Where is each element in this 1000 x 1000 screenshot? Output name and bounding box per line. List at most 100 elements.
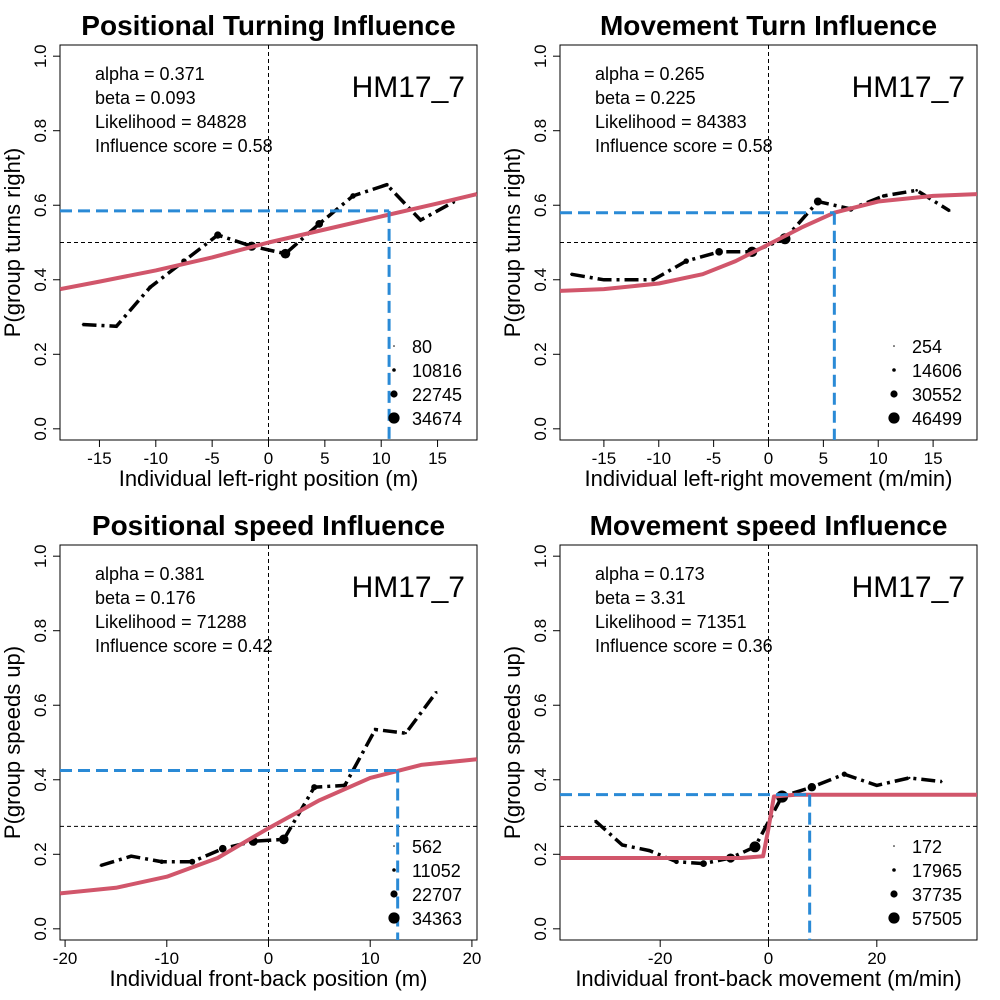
y-axis-label: P(group speeds up) — [0, 646, 25, 839]
size-legend-point — [893, 345, 895, 347]
observed-point — [419, 218, 422, 222]
size-legend-label: 30552 — [912, 385, 962, 405]
size-legend-point — [890, 390, 898, 398]
panel-movement-turn: Movement Turn Influence -15 -10 -5 0 5 10 15 0.0… — [500, 10, 978, 491]
x-tick-label: 0 — [264, 949, 273, 968]
size-legend-point — [388, 912, 400, 924]
y-axis-label: P(group speeds up) — [500, 646, 525, 839]
y-tick-label: 0.4 — [531, 768, 550, 792]
observed-line — [82, 182, 456, 329]
x-tick-label: 10 — [361, 949, 380, 968]
y-tick-label: 0.8 — [31, 619, 50, 643]
fitted-curve — [60, 192, 477, 292]
chart-title: Positional Turning Influence — [81, 10, 455, 41]
y-axis-label: P(group turns right) — [0, 148, 25, 338]
fitted-curve — [560, 192, 977, 293]
size-legend-label: 34674 — [412, 409, 462, 429]
y-tick-label: 0.6 — [31, 693, 50, 717]
y-tick-label: 1.0 — [31, 44, 50, 68]
panel-positional-turning: Positional Turning Influence -15 -10 -5 0 5 10… — [0, 10, 478, 491]
x-axis-label: Individual front-back position (m) — [110, 966, 428, 991]
chart-title: Movement speed Influence — [590, 510, 948, 541]
x-tick-label: 10 — [869, 449, 888, 468]
stat-text: Influence score = 0.58 — [595, 136, 773, 156]
x-tick-label: -20 — [53, 949, 78, 968]
observed-point — [948, 209, 951, 212]
plot-area — [560, 545, 977, 940]
size-legend-label: 22745 — [412, 385, 462, 405]
observed-point — [813, 197, 822, 206]
x-tick-label: 0 — [764, 949, 773, 968]
x-tick-label: 10 — [372, 449, 391, 468]
sample-id: HM17_7 — [852, 71, 965, 104]
y-tick-label: 0.0 — [531, 917, 550, 941]
panel-positional-speed: Positional speed Influence -20 -10 0 10 20 0.0… — [0, 510, 481, 991]
observed-point — [594, 819, 597, 822]
size-legend-point — [393, 345, 395, 347]
observed-point — [81, 323, 84, 326]
plot-area — [560, 45, 977, 440]
x-tick-label: -15 — [87, 449, 112, 468]
y-axis-label: P(group turns right) — [500, 148, 525, 338]
size-legend-label: 57505 — [912, 909, 962, 929]
y-tick-label: 0.4 — [31, 268, 50, 292]
observed-point — [115, 325, 118, 328]
stat-text: Influence score = 0.36 — [595, 636, 773, 656]
plot-area — [60, 545, 477, 940]
stat-text: alpha = 0.381 — [95, 564, 205, 584]
sample-id: HM17_7 — [352, 71, 465, 104]
observed-point — [384, 182, 389, 187]
size-legend-point — [888, 912, 900, 924]
y-tick-label: 1.0 — [531, 44, 550, 68]
size-legend-point — [388, 412, 400, 424]
size-legend-label: 34363 — [412, 909, 462, 929]
stat-text: alpha = 0.173 — [595, 564, 705, 584]
size-legend-point — [890, 890, 898, 898]
x-tick-label: -5 — [706, 449, 721, 468]
observed-point — [807, 783, 817, 792]
observed-point — [189, 858, 196, 865]
y-tick-label: 0.2 — [531, 842, 550, 866]
y-tick-label: 0.0 — [31, 417, 50, 441]
x-tick-label: -10 — [144, 449, 169, 468]
x-tick-label: 20 — [867, 949, 886, 968]
observed-point — [218, 844, 227, 853]
size-legend-label: 80 — [412, 337, 432, 357]
y-tick-label: 0.0 — [31, 917, 50, 941]
observed-point — [99, 864, 102, 867]
y-tick-label: 0.6 — [31, 193, 50, 217]
y-tick-label: 0.0 — [531, 417, 550, 441]
stat-text: Likelihood = 84828 — [95, 112, 247, 132]
fitted-curve — [60, 757, 477, 896]
size-legend-label: 10816 — [412, 361, 462, 381]
size-legend-label: 22707 — [412, 885, 462, 905]
y-tick-label: 0.4 — [531, 268, 550, 292]
x-tick-label: -15 — [592, 449, 617, 468]
size-legend-label: 254 — [912, 337, 942, 357]
y-tick-label: 0.8 — [531, 119, 550, 143]
x-tick-label: -10 — [646, 449, 671, 468]
size-legend-point — [393, 845, 395, 847]
y-tick-label: 0.2 — [531, 342, 550, 366]
size-legend-label: 562 — [412, 837, 442, 857]
y-tick-label: 0.2 — [31, 842, 50, 866]
stat-text: Influence score = 0.58 — [95, 136, 273, 156]
size-legend-point — [390, 390, 398, 398]
stat-text: alpha = 0.371 — [95, 64, 205, 84]
size-legend-point — [892, 868, 896, 872]
stat-text: Influence score = 0.42 — [95, 636, 273, 656]
stat-text: beta = 0.093 — [95, 88, 196, 108]
x-tick-label: 0 — [764, 449, 773, 468]
observed-point — [715, 247, 723, 256]
observed-point — [311, 784, 318, 791]
observed-line — [100, 691, 438, 868]
observed-point — [570, 273, 572, 276]
size-legend-label: 17965 — [912, 861, 962, 881]
observed-point — [683, 258, 689, 264]
x-tick-label: 0 — [264, 449, 273, 468]
x-tick-label: -5 — [205, 449, 220, 468]
observed-point — [278, 834, 289, 845]
observed-point — [435, 691, 438, 694]
observed-point — [651, 277, 656, 282]
plot-area — [60, 45, 477, 440]
